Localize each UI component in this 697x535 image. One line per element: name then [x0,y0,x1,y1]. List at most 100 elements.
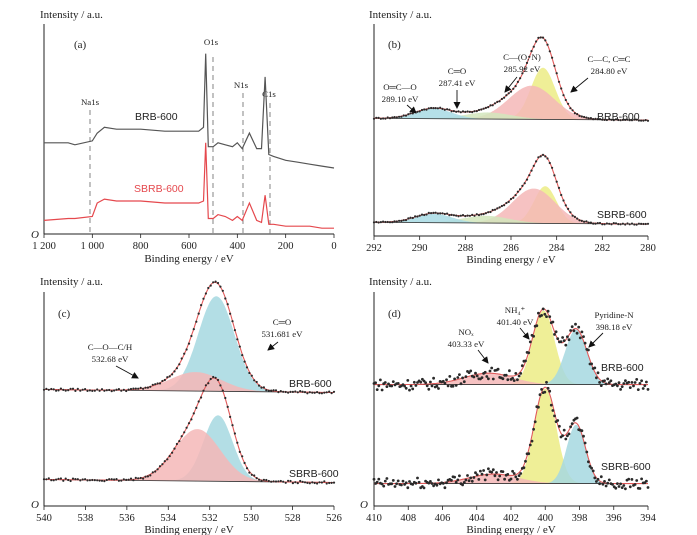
data-point [113,389,116,392]
data-point [448,108,451,111]
data-point [553,174,556,177]
data-point [226,405,229,408]
fit-component-3 [374,108,648,121]
n1s-label: N1s [234,80,249,90]
data-point [258,384,261,387]
pyn-arrow [588,332,604,348]
data-point [603,223,606,226]
data-point [490,366,494,370]
data-point [603,118,606,121]
data-point [88,479,91,482]
data-point [585,450,589,454]
data-point [640,379,643,383]
data-point [67,389,70,392]
data-point [384,117,387,120]
data-point [455,110,458,113]
data-point [469,476,473,480]
data-point [284,481,287,484]
data-point [459,214,462,217]
data-point [587,117,590,120]
data-point [560,87,563,90]
data-point [149,474,152,477]
data-point [511,469,514,473]
data-point [416,110,419,113]
data-point [412,380,416,384]
data-point [207,382,210,385]
data-point [423,213,426,217]
data-point [517,474,521,477]
data-point [538,393,542,397]
data-point [512,196,515,199]
data-point [379,117,382,120]
data-point [496,367,500,371]
data-point [383,381,387,384]
data-point [630,478,634,481]
data-point [548,161,551,165]
x-tick-label: 800 [133,241,149,252]
data-point [557,80,561,83]
data-point [516,378,519,382]
data-point [491,377,495,381]
x-tick-label: 280 [640,243,656,254]
data-point [91,478,94,482]
data-point [583,441,587,445]
data-point [506,473,510,476]
data-point [166,376,169,379]
data-point [127,388,130,391]
data-point [168,375,171,378]
x-tick-label: 534 [160,513,177,524]
data-point [450,213,453,216]
panel-d-sbrb600-spectrum [372,380,650,491]
data-point [554,330,558,334]
data-point [221,389,224,392]
data-point [418,110,421,113]
data-point [219,285,222,288]
data-point [541,307,545,311]
data-point [606,481,610,485]
data-point [71,387,75,390]
data-point [299,390,302,393]
data-point [596,118,599,121]
panel-b-brb600-label: BRB-600 [597,111,640,123]
data-point [474,371,477,375]
data-point [395,116,398,119]
data-point [294,481,297,484]
data-point [146,475,149,478]
data-point [456,478,460,482]
data-point [372,221,376,224]
data-point [562,339,566,342]
data-point [330,481,333,484]
data-point [500,97,503,101]
data-point [633,223,636,226]
data-point [391,221,394,224]
data-point [567,338,571,342]
data-point [430,384,434,388]
data-point [183,431,186,434]
data-point [306,481,309,484]
data-point [248,371,251,375]
cdo-label-1: C═O [273,317,291,327]
data-point [238,450,241,453]
data-point [619,388,622,391]
data-point [587,221,590,224]
data-point [605,118,609,122]
data-point [464,110,467,113]
data-point [313,391,316,394]
data-point [549,403,553,407]
data-point [79,389,82,392]
data-point [436,107,439,110]
data-point [530,169,533,172]
data-point [204,384,207,387]
data-point [562,94,565,97]
data-point [601,118,604,121]
data-point [525,178,529,181]
x-tick-label: 1 200 [32,241,56,252]
data-point [132,387,135,390]
data-point [282,480,285,483]
data-point [236,441,239,444]
data-point [429,480,432,483]
data-point [163,378,166,382]
data-point [328,481,331,485]
data-point [525,61,529,64]
data-point [511,376,514,380]
